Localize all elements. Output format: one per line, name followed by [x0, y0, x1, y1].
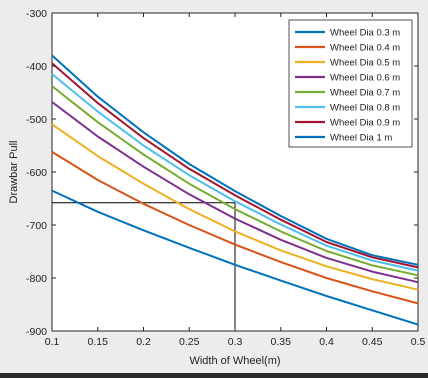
legend-entry-label: Wheel Dia 1 m: [330, 133, 392, 144]
x-axis-label: Width of Wheel(m): [189, 355, 280, 367]
series-lines: [51, 54, 419, 326]
series-line: [51, 73, 419, 272]
series-line: [51, 189, 419, 326]
y-axis-label: Drawbar Pull: [8, 141, 20, 204]
x-tick-label: 0.5: [411, 336, 426, 348]
legend-entry-label: Wheel Dia 0.9 m: [330, 118, 400, 129]
legend-entry-label: Wheel Dia 0.3 m: [330, 28, 400, 39]
y-axis-ticks: -300 -400 -500 -600 -700 -800 -900: [26, 8, 418, 338]
series-line: [51, 151, 419, 305]
y-tick-label: -900: [26, 326, 47, 338]
series-line: [51, 101, 419, 284]
series-line: [51, 54, 419, 266]
x-tick-label: 0.45: [362, 336, 383, 348]
legend-entry-label: Wheel Dia 0.7 m: [330, 88, 400, 99]
legend-box: [288, 19, 413, 148]
legend: Wheel Dia 0.3 m Wheel Dia 0.4 m Wheel Dia …: [288, 19, 413, 148]
x-tick-label: 0.25: [179, 336, 200, 348]
legend-entry-label: Wheel Dia 0.4 m: [330, 43, 400, 54]
x-axis-ticks: 0.1 0.15 0.2 0.25 0.3 0.35 0.4 0.45 0.5: [45, 13, 426, 348]
y-tick-label: -300: [26, 8, 47, 20]
y-tick-label: -400: [26, 61, 47, 73]
x-tick-label: 0.15: [88, 336, 109, 348]
x-tick-label: 0.35: [271, 336, 292, 348]
y-tick-label: -700: [26, 220, 47, 232]
legend-entry-label: Wheel Dia 0.8 m: [330, 103, 400, 114]
series-line: [51, 123, 419, 291]
y-tick-label: -800: [26, 273, 47, 285]
legend-entry-label: Wheel Dia 0.5 m: [330, 58, 400, 69]
legend-entry-label: Wheel Dia 0.6 m: [330, 73, 400, 84]
y-tick-label: -500: [26, 114, 47, 126]
y-tick-label: -600: [26, 167, 47, 179]
series-line: [51, 85, 419, 277]
series-line: [51, 62, 419, 269]
x-tick-label: 0.2: [136, 336, 151, 348]
x-tick-label: 0.4: [319, 336, 334, 348]
x-tick-label: 0.3: [228, 336, 243, 348]
x-tick-label: 0.1: [45, 336, 60, 348]
